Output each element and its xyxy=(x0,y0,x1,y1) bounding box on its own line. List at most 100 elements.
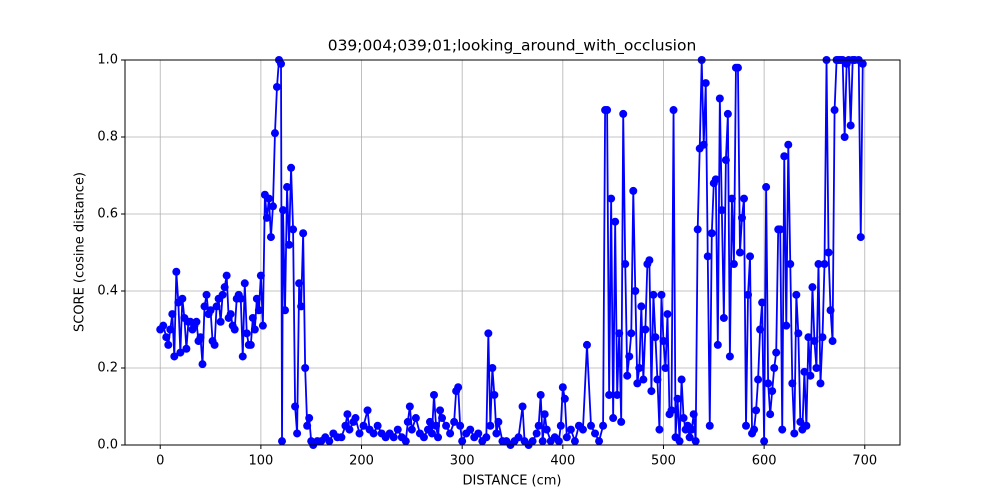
data-point xyxy=(687,425,696,434)
data-point xyxy=(198,360,207,369)
data-point xyxy=(729,260,738,269)
data-point xyxy=(202,290,211,299)
data-point xyxy=(182,344,191,353)
data-point xyxy=(303,421,312,430)
data-point xyxy=(673,394,682,403)
data-point xyxy=(667,406,676,415)
data-point xyxy=(629,186,638,195)
data-point xyxy=(293,429,302,438)
data-point xyxy=(277,59,286,68)
data-point xyxy=(723,109,732,118)
data-point xyxy=(200,302,209,311)
data-point xyxy=(627,329,636,338)
data-point xyxy=(689,410,698,419)
data-point xyxy=(701,79,710,88)
data-point xyxy=(772,348,781,357)
data-point xyxy=(236,294,245,303)
data-point xyxy=(609,414,618,423)
data-point xyxy=(677,375,686,384)
data-point xyxy=(281,306,290,315)
data-point xyxy=(766,410,775,419)
data-point xyxy=(492,429,501,438)
y-tick-label: 0.6 xyxy=(97,207,118,222)
data-point xyxy=(305,414,314,423)
data-point xyxy=(285,240,294,249)
data-point xyxy=(407,425,416,434)
data-point xyxy=(299,229,308,238)
data-point xyxy=(534,421,543,430)
data-point xyxy=(633,379,642,388)
data-point xyxy=(178,294,187,303)
data-point xyxy=(287,163,296,172)
data-point xyxy=(164,340,173,349)
data-point xyxy=(351,414,360,423)
data-point xyxy=(488,364,497,372)
data-point xyxy=(679,414,688,423)
data-point xyxy=(703,252,712,261)
data-point xyxy=(647,387,656,396)
data-point xyxy=(846,121,855,130)
data-point xyxy=(641,325,650,334)
data-point xyxy=(176,348,185,357)
data-point xyxy=(220,283,229,292)
data-point xyxy=(826,306,835,315)
data-point xyxy=(635,364,644,372)
data-point xyxy=(434,433,443,442)
data-point xyxy=(788,379,797,388)
data-point xyxy=(363,406,372,415)
data-point xyxy=(456,421,465,430)
data-point xyxy=(719,313,728,322)
data-point xyxy=(262,213,271,222)
data-point xyxy=(599,421,608,430)
data-point xyxy=(625,352,634,361)
data-point xyxy=(283,183,292,192)
data-point xyxy=(210,340,219,349)
data-point xyxy=(343,410,352,419)
data-point xyxy=(289,225,298,234)
y-tick-label: 0.2 xyxy=(97,361,118,376)
data-point xyxy=(212,302,221,311)
data-point xyxy=(429,390,438,399)
x-tick-label: 700 xyxy=(852,454,877,469)
data-point xyxy=(325,437,334,446)
data-point xyxy=(744,290,753,299)
data-point xyxy=(669,106,678,115)
data-point xyxy=(661,364,670,372)
data-point xyxy=(786,260,795,269)
data-point xyxy=(264,194,273,203)
data-point xyxy=(226,310,235,319)
data-point xyxy=(699,140,708,149)
data-point xyxy=(617,417,626,426)
x-tick-label: 200 xyxy=(349,454,374,469)
data-point xyxy=(784,140,793,149)
data-point xyxy=(432,421,441,430)
data-point xyxy=(450,417,459,426)
data-point xyxy=(246,340,255,349)
data-point xyxy=(591,429,600,438)
data-point xyxy=(715,94,724,103)
data-point xyxy=(258,321,267,330)
data-point xyxy=(401,437,410,446)
data-point xyxy=(796,417,805,426)
data-point xyxy=(808,283,817,292)
data-point xyxy=(770,364,779,372)
data-point xyxy=(425,417,434,426)
data-point xyxy=(693,225,702,234)
data-point xyxy=(554,437,563,446)
data-point xyxy=(540,410,549,419)
data-point xyxy=(518,402,527,411)
data-point xyxy=(820,260,829,269)
data-point xyxy=(750,425,759,434)
data-point xyxy=(466,425,475,434)
data-point xyxy=(762,183,771,192)
data-point xyxy=(816,379,825,388)
data-point xyxy=(270,129,279,138)
data-point xyxy=(685,433,694,442)
data-point xyxy=(514,433,523,442)
data-point xyxy=(494,417,503,426)
data-point xyxy=(295,279,304,288)
x-tick-label: 0 xyxy=(156,454,164,469)
data-point xyxy=(607,194,616,203)
data-point xyxy=(814,260,823,269)
data-point xyxy=(792,290,801,299)
